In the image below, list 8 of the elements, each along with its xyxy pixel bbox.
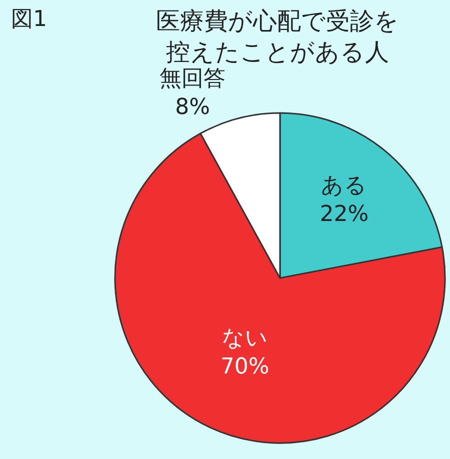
data-label: 8% — [175, 94, 210, 120]
data-label: 70% — [220, 354, 270, 380]
slice-label: 無回答 — [160, 66, 226, 92]
slice-label: ある — [321, 174, 368, 199]
chart-title: 医療費が心配で受診を控えたことがある人 — [156, 7, 399, 66]
data-label: 22% — [320, 202, 369, 228]
caption: 図1 — [11, 7, 47, 32]
slice-label: ない — [222, 326, 268, 351]
